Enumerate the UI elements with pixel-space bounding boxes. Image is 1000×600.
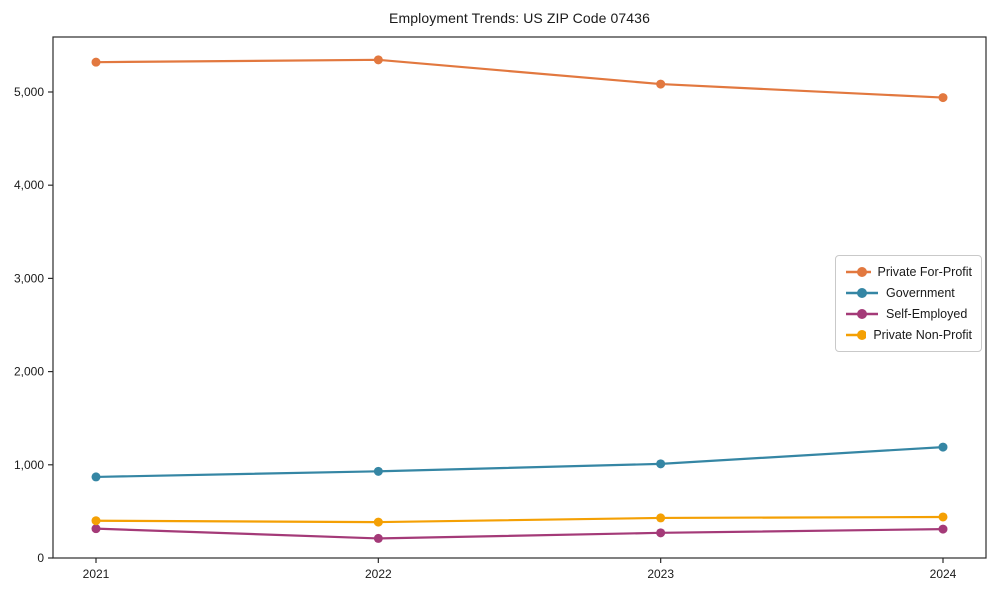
- data-point: [373, 533, 383, 543]
- data-point: [373, 466, 383, 476]
- data-point: [373, 55, 383, 65]
- legend-label: Government: [886, 286, 955, 300]
- x-tick-label: 2021: [83, 567, 110, 581]
- legend-entry: Private Non-Profit: [845, 326, 972, 344]
- y-tick-label: 0: [37, 551, 44, 565]
- data-point: [938, 442, 948, 452]
- data-point: [91, 57, 101, 67]
- plot-box: [52, 36, 987, 559]
- legend: Private For-Profit Government Self-Employe…: [835, 255, 982, 352]
- data-point: [91, 472, 101, 482]
- legend-marker-icon: [846, 267, 871, 277]
- series-line: [94, 445, 945, 479]
- legend-marker-icon: [846, 288, 878, 298]
- data-point: [91, 524, 101, 534]
- data-point: [656, 459, 666, 469]
- legend-marker-icon: [846, 309, 878, 319]
- legend-entry: Private For-Profit: [845, 263, 972, 281]
- chart-title: Employment Trends: US ZIP Code 07436: [389, 10, 650, 26]
- legend-marker-icon: [846, 330, 867, 340]
- x-tick-label: 2022: [365, 567, 392, 581]
- x-tick-label: 2023: [647, 567, 674, 581]
- data-point: [656, 513, 666, 523]
- y-tick-label: 3,000: [14, 271, 44, 285]
- series-line: [94, 515, 945, 524]
- data-point: [91, 516, 101, 526]
- data-point: [938, 93, 948, 103]
- data-point: [656, 79, 666, 89]
- legend-entry: Government: [845, 284, 972, 302]
- legend-label: Private Non-Profit: [873, 328, 972, 342]
- data-point: [938, 524, 948, 534]
- data-point: [656, 528, 666, 538]
- y-tick-label: 4,000: [14, 178, 44, 192]
- legend-entry: Self-Employed: [845, 305, 972, 323]
- data-point: [938, 512, 948, 522]
- y-tick-label: 2,000: [14, 365, 44, 379]
- x-tick-label: 2024: [930, 567, 957, 581]
- series-line: [94, 527, 945, 540]
- y-tick-label: 5,000: [14, 85, 44, 99]
- y-tick-label: 1,000: [14, 458, 44, 472]
- legend-label: Self-Employed: [886, 307, 968, 321]
- data-point: [373, 517, 383, 527]
- legend-label: Private For-Profit: [877, 265, 972, 279]
- series-line: [94, 58, 945, 99]
